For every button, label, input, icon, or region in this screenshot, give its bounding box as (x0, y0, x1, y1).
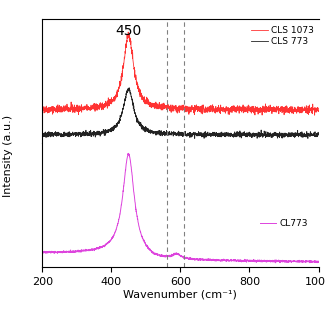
CL773 (317, 260, 320, 264)
CLS 773 (309, 134, 313, 138)
CLS 1073 (54, 108, 58, 112)
CLS 773 (167, 131, 171, 135)
CL773 (258, 260, 262, 263)
CLS 773 (127, 86, 131, 90)
CL773 (175, 251, 179, 255)
Text: Intensity (a.u.): Intensity (a.u.) (3, 114, 13, 197)
CL773 (54, 251, 58, 254)
Line: CLS 773: CLS 773 (42, 88, 318, 138)
CL773 (309, 259, 313, 263)
CLS 773 (54, 132, 58, 136)
CL773 (127, 151, 131, 155)
CLS 773 (175, 134, 179, 137)
Line: CLS 1073: CLS 1073 (42, 32, 318, 115)
Line: CL773: CL773 (42, 153, 318, 263)
Legend: CL773: CL773 (260, 220, 308, 228)
CLS 773 (309, 132, 313, 136)
CLS 1073 (313, 113, 317, 117)
CL773 (309, 260, 313, 264)
CLS 1073 (40, 107, 44, 110)
CLS 1073 (308, 109, 312, 112)
CLS 773 (317, 133, 320, 137)
CLS 773 (40, 131, 44, 134)
X-axis label: Wavenumber (cm⁻¹): Wavenumber (cm⁻¹) (124, 290, 237, 300)
CLS 1073 (175, 108, 179, 112)
Text: 450: 450 (115, 25, 142, 39)
CLS 1073 (309, 107, 313, 111)
CLS 1073 (258, 108, 262, 112)
Legend: CLS 1073, CLS 773: CLS 1073, CLS 773 (251, 26, 314, 46)
CL773 (40, 251, 44, 255)
CL773 (167, 254, 171, 258)
CLS 773 (306, 137, 310, 140)
CL773 (274, 261, 278, 265)
CLS 1073 (126, 30, 130, 34)
CLS 1073 (317, 109, 320, 113)
CLS 773 (258, 134, 262, 137)
CLS 1073 (167, 104, 171, 108)
